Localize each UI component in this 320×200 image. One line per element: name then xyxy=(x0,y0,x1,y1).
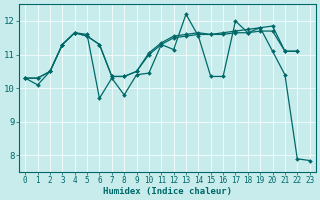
X-axis label: Humidex (Indice chaleur): Humidex (Indice chaleur) xyxy=(103,187,232,196)
